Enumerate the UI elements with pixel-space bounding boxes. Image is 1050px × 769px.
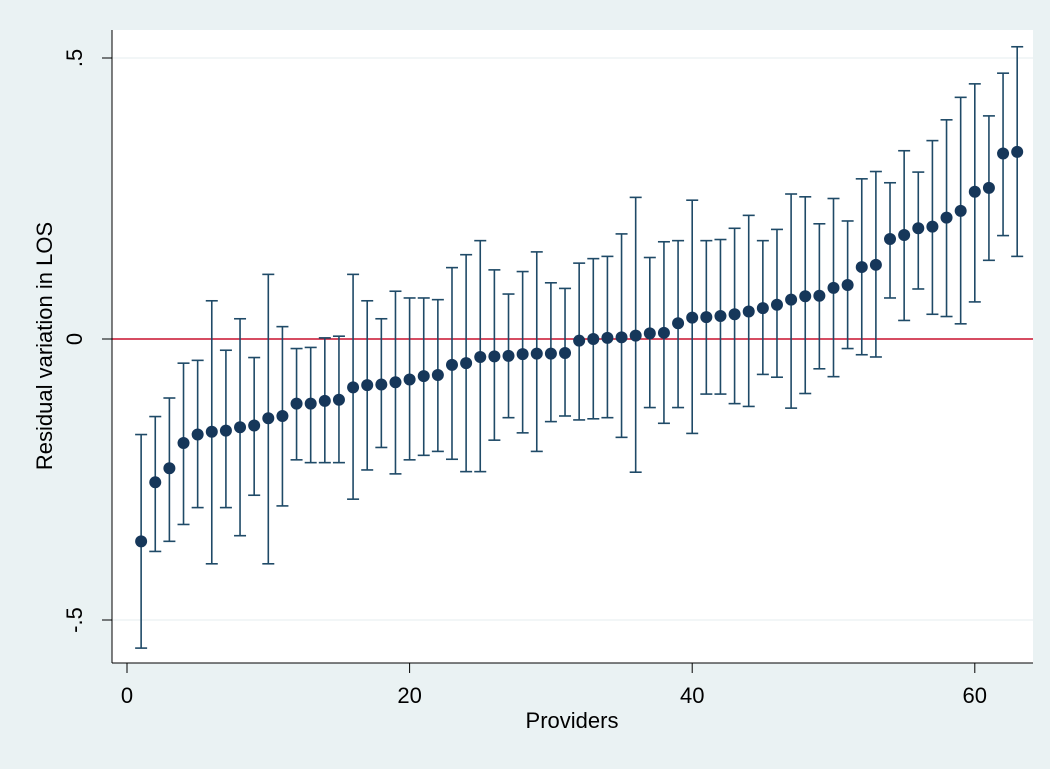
data-point: [940, 211, 953, 224]
data-point: [643, 327, 656, 340]
data-point: [982, 181, 995, 194]
data-point: [587, 333, 600, 345]
data-point: [813, 289, 826, 302]
x-tick-label: 40: [680, 683, 704, 708]
data-point: [417, 370, 430, 383]
data-point: [389, 376, 402, 389]
x-tick-label: 60: [963, 683, 987, 708]
data-point: [657, 326, 670, 339]
data-point: [488, 350, 501, 363]
data-point: [700, 311, 713, 324]
x-tick-label: 20: [397, 683, 421, 708]
data-point: [954, 204, 967, 217]
data-point: [248, 419, 261, 432]
data-point: [445, 358, 458, 371]
data-point: [177, 436, 190, 449]
data-point: [347, 381, 360, 394]
data-point: [841, 279, 854, 292]
data-point: [827, 281, 840, 294]
data-point: [318, 394, 331, 407]
y-tick-label: -.5: [62, 607, 87, 633]
data-point: [191, 428, 204, 441]
y-tick-label: 0: [62, 333, 87, 345]
data-point: [968, 185, 981, 198]
x-axis-title: Providers: [526, 708, 619, 733]
plot-area: [112, 30, 1033, 663]
data-point: [615, 331, 628, 344]
y-axis-title: Residual variation in LOS: [32, 222, 57, 470]
data-point: [898, 229, 911, 242]
data-point: [714, 309, 727, 322]
data-point: [686, 311, 699, 324]
data-point: [276, 409, 289, 422]
data-point: [149, 476, 162, 489]
data-point: [1011, 145, 1024, 158]
data-point: [926, 220, 939, 233]
y-tick-label: .5: [62, 49, 87, 67]
data-point: [262, 412, 275, 425]
y-axis-ticks: -.5 0 .5: [62, 49, 112, 633]
data-point: [290, 397, 303, 410]
data-point: [573, 334, 586, 347]
data-point: [544, 347, 557, 360]
data-point: [516, 348, 529, 361]
data-point: [629, 329, 642, 342]
data-point: [672, 317, 685, 330]
data-point: [460, 357, 473, 370]
data-point: [728, 308, 741, 321]
x-axis-ticks: 0 20 40 60: [121, 663, 987, 708]
data-point: [234, 421, 247, 434]
data-point: [474, 350, 487, 363]
data-point: [135, 535, 148, 548]
data-point: [403, 373, 416, 386]
data-point: [997, 147, 1010, 160]
x-tick-label: 0: [121, 683, 133, 708]
data-point: [502, 349, 515, 362]
data-point: [205, 425, 218, 438]
data-point: [431, 368, 444, 381]
data-point: [361, 379, 374, 392]
data-point: [785, 293, 798, 306]
data-point: [332, 393, 345, 406]
data-point: [559, 347, 572, 360]
data-point: [375, 378, 388, 391]
data-point: [855, 261, 868, 274]
data-point: [912, 222, 925, 235]
data-point: [163, 462, 176, 475]
data-point: [742, 305, 755, 318]
data-point: [304, 397, 317, 410]
data-marks: [135, 45, 1024, 649]
data-point: [756, 302, 769, 315]
data-point: [884, 232, 897, 245]
data-point: [219, 424, 232, 437]
data-point: [601, 331, 614, 344]
data-point: [770, 298, 783, 311]
data-point: [799, 290, 812, 303]
data-point: [869, 258, 882, 271]
data-point: [530, 347, 543, 360]
